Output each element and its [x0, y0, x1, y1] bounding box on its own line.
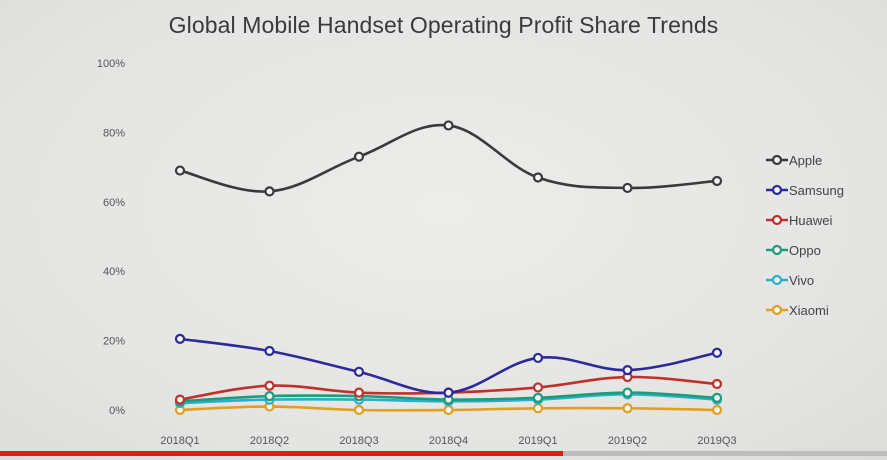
- data-point-samsung: [443, 387, 454, 398]
- data-point-samsung: [532, 352, 544, 364]
- data-point-huawei: [353, 387, 365, 398]
- y-tick-label: 80%: [103, 127, 125, 139]
- data-point-oppo: [711, 392, 723, 403]
- legend-marker: [771, 244, 783, 256]
- data-point-apple: [443, 120, 454, 131]
- legend-item-apple: Apple: [766, 153, 822, 168]
- legend-marker: [771, 214, 783, 226]
- data-point-samsung: [711, 347, 723, 358]
- legend-marker: [771, 274, 783, 286]
- y-tick-label: 40%: [103, 266, 125, 278]
- video-progress-bar[interactable]: [0, 451, 887, 456]
- data-point-samsung: [622, 364, 633, 376]
- data-point-huawei: [711, 378, 723, 390]
- legend-item-samsung: Samsung: [766, 183, 844, 198]
- legend-item-oppo: Oppo: [766, 243, 821, 258]
- data-point-xiaomi: [532, 403, 544, 414]
- data-point-huawei: [264, 380, 275, 391]
- chart-title: Global Mobile Handset Operating Profit S…: [168, 12, 719, 38]
- x-tick-label: 2018Q3: [339, 435, 378, 447]
- legend-label: Xiaomi: [789, 303, 829, 318]
- x-tick-label: 2019Q3: [697, 435, 736, 447]
- y-tick-label: 100%: [97, 58, 125, 70]
- data-point-oppo: [264, 391, 275, 402]
- data-point-huawei: [532, 382, 544, 393]
- data-point-apple: [174, 165, 186, 176]
- data-point-xiaomi: [353, 404, 365, 416]
- data-point-samsung: [174, 333, 186, 344]
- data-point-xiaomi: [622, 403, 633, 414]
- legend-item-xiaomi: Xiaomi: [766, 303, 829, 318]
- legend-marker: [771, 184, 783, 196]
- legend-marker: [771, 154, 783, 166]
- legend-marker: [771, 304, 783, 316]
- legend-item-vivo: Vivo: [766, 273, 814, 288]
- y-tick-label: 0%: [109, 405, 125, 417]
- series-line-samsung: [178, 337, 719, 395]
- legend-label: Apple: [789, 153, 822, 168]
- data-point-samsung: [264, 345, 275, 357]
- legend-item-huawei: Huawei: [766, 213, 832, 228]
- legend-label: Oppo: [789, 243, 821, 258]
- video-progress-fill: [0, 451, 564, 456]
- data-point-oppo: [532, 392, 544, 403]
- data-point-xiaomi: [711, 404, 723, 416]
- data-point-huawei: [174, 394, 186, 405]
- series-line-apple: [178, 123, 719, 193]
- data-point-apple: [353, 151, 365, 162]
- data-point-apple: [711, 175, 723, 187]
- data-point-apple: [532, 172, 544, 183]
- x-tick-label: 2018Q4: [429, 435, 468, 447]
- data-point-apple: [264, 186, 275, 197]
- legend-label: Huawei: [789, 213, 832, 228]
- x-tick-label: 2019Q2: [608, 435, 647, 447]
- data-point-samsung: [353, 366, 365, 377]
- data-point-oppo: [622, 387, 633, 398]
- x-tick-label: 2018Q1: [160, 435, 199, 447]
- legend-label: Samsung: [789, 183, 844, 198]
- data-point-apple: [622, 182, 633, 194]
- legend-label: Vivo: [789, 273, 814, 288]
- data-point-xiaomi: [443, 404, 454, 416]
- y-tick-label: 60%: [103, 197, 125, 209]
- y-tick-label: 20%: [103, 336, 125, 348]
- x-tick-label: 2018Q2: [250, 435, 289, 447]
- x-tick-label: 2019Q1: [518, 435, 557, 447]
